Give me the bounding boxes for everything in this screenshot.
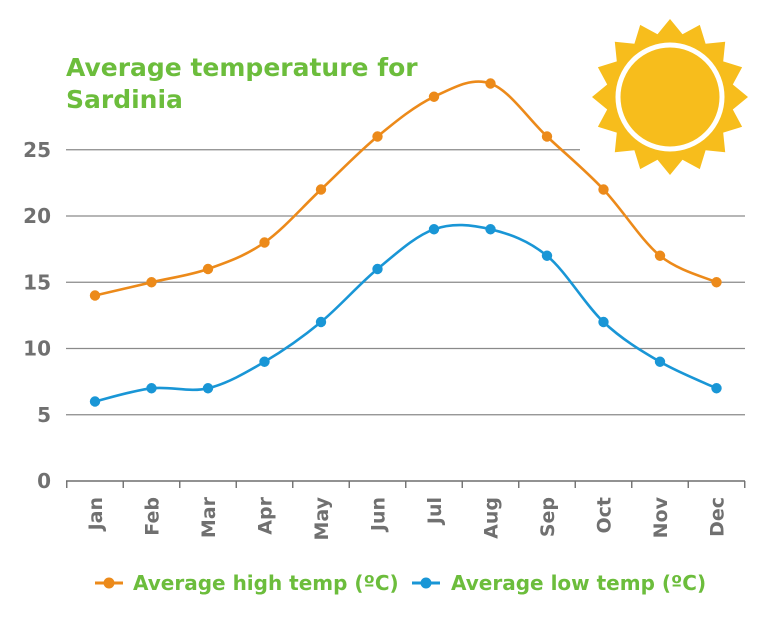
- x-tick-label-apr: Apr: [255, 496, 277, 534]
- x-tick-label-mar: Mar: [198, 496, 220, 538]
- data-point-aug: [485, 224, 496, 235]
- data-point-may: [315, 316, 327, 328]
- legend-swatch-dot: [103, 577, 115, 589]
- y-tick-label: 20: [23, 204, 51, 228]
- gridlines: [66, 149, 745, 416]
- data-point-feb: [146, 383, 157, 394]
- y-tick-label: 5: [37, 403, 51, 427]
- data-point-jul: [428, 91, 440, 102]
- x-tick-label-dec: Dec: [707, 497, 729, 537]
- x-tick-label-jul: Jul: [424, 497, 446, 526]
- legend-swatch-dot: [420, 577, 432, 589]
- x-tick-label-oct: Oct: [594, 497, 616, 534]
- data-point-apr: [259, 237, 270, 248]
- y-axis-ticks: 0 5 10 15 20 25: [23, 138, 51, 493]
- x-tick-label-aug: Aug: [481, 497, 503, 539]
- data-point-jun: [372, 263, 383, 275]
- series-line: [94, 223, 718, 403]
- legend-item-low: Average low temp (ºC): [412, 571, 706, 595]
- data-point-nov: [654, 250, 666, 261]
- x-axis: [66, 480, 746, 488]
- x-tick-label-sep: Sep: [537, 497, 559, 537]
- x-tick-label-jan: Jan: [85, 497, 107, 532]
- y-tick-label: 25: [23, 138, 51, 162]
- data-point-may: [315, 184, 327, 195]
- data-point-oct: [598, 184, 609, 195]
- data-point-sep: [541, 250, 553, 261]
- data-point-dec: [711, 383, 722, 394]
- series-high: [89, 78, 722, 301]
- data-point-jun: [372, 131, 383, 142]
- data-point-mar: [202, 263, 214, 275]
- legend-item-high: Average high temp (ºC): [95, 571, 399, 595]
- x-axis-ticks: Jan Feb Mar Apr May Jun Jul Aug Sep Oct Nov Dec: [85, 496, 729, 540]
- data-point-jan: [89, 290, 101, 301]
- series-low: [89, 223, 722, 407]
- y-tick-label: 10: [23, 337, 51, 361]
- y-tick-label: 0: [37, 469, 51, 493]
- data-point-jan: [89, 396, 101, 407]
- data-point-dec: [711, 277, 722, 288]
- data-point-mar: [202, 383, 214, 394]
- legend: Average high temp (ºC) Average low temp (…: [95, 571, 706, 595]
- data-point-nov: [654, 356, 666, 367]
- data-point-sep: [541, 131, 553, 142]
- data-point-apr: [259, 356, 270, 367]
- x-tick-label-may: May: [311, 496, 333, 540]
- chart-title: Average temperature for Sardinia: [66, 53, 418, 114]
- sun-icon: [592, 19, 748, 175]
- legend-label: Average low temp (ºC): [451, 571, 706, 595]
- data-point-aug: [485, 78, 496, 89]
- sun-disc: [615, 42, 725, 152]
- x-tick-label-feb: Feb: [142, 497, 164, 536]
- legend-label: Average high temp (ºC): [133, 571, 399, 595]
- series-lines: [89, 78, 722, 407]
- data-point-jul: [428, 224, 440, 235]
- x-tick-label-nov: Nov: [650, 496, 672, 538]
- x-tick-label-jun: Jun: [368, 497, 390, 533]
- data-point-feb: [146, 277, 157, 288]
- y-tick-label: 15: [23, 270, 51, 294]
- data-point-oct: [598, 316, 609, 328]
